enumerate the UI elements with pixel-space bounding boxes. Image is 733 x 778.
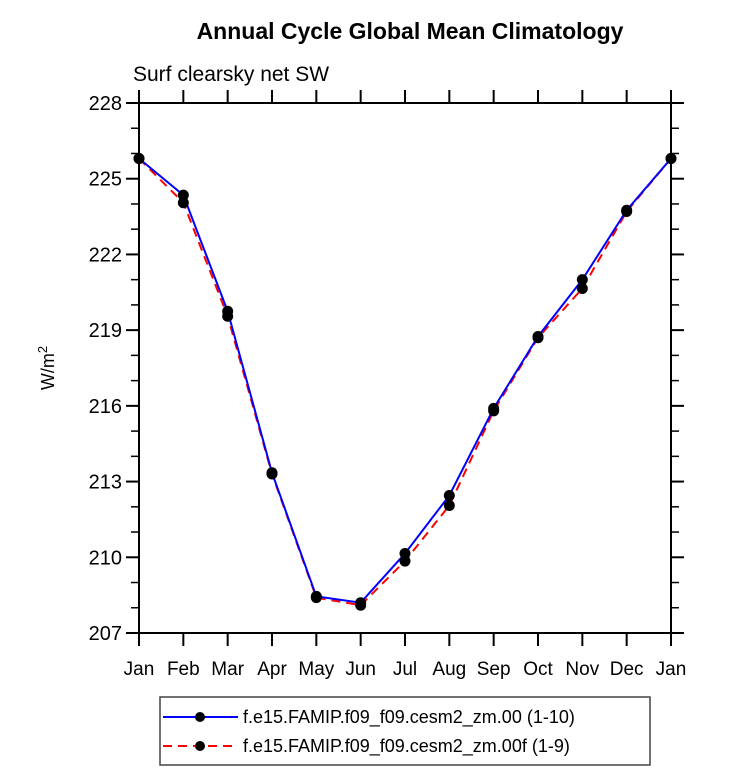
legend-marker-dot	[195, 712, 205, 722]
svg-text:216: 216	[89, 396, 122, 418]
svg-text:Nov: Nov	[565, 659, 599, 680]
series-markers	[133, 153, 677, 611]
svg-text:Feb: Feb	[167, 659, 200, 680]
legend-box	[159, 696, 651, 766]
plot-frame	[138, 102, 672, 634]
svg-text:Jan: Jan	[124, 659, 155, 680]
svg-text:Dec: Dec	[610, 659, 644, 680]
svg-text:Jul: Jul	[393, 659, 417, 680]
svg-text:225: 225	[89, 169, 122, 191]
svg-text:Apr: Apr	[257, 659, 287, 680]
svg-text:Jun: Jun	[345, 659, 376, 680]
svg-text:Mar: Mar	[211, 659, 244, 680]
legend: f.e15.FAMIP.f09_f09.cesm2_zm.00 (1-10) f…	[159, 696, 651, 766]
series-lines	[138, 157, 672, 607]
legend-label: f.e15.FAMIP.f09_f09.cesm2_zm.00 (1-10)	[243, 707, 575, 728]
svg-text:Sep: Sep	[477, 659, 511, 680]
svg-text:222: 222	[89, 244, 122, 266]
svg-text:Jan: Jan	[656, 659, 687, 680]
x-axis-tick-labels: Jan Feb Mar Apr May Jun Jul Aug Sep Oct Nov Dec Jan	[124, 659, 687, 680]
chart-subtitle: Surf clearsky net SW	[133, 63, 329, 86]
svg-text:Oct: Oct	[523, 659, 553, 680]
x-axis-ticks	[138, 90, 672, 646]
y-axis-tick-labels: 207 210 213 216 219 222 225 228	[89, 93, 122, 645]
svg-text:May: May	[298, 659, 334, 680]
legend-marker-dot	[195, 741, 205, 751]
chart-title: Annual Cycle Global Mean Climatology	[197, 18, 624, 44]
svg-text:219: 219	[89, 320, 122, 342]
y-axis-label: W/m2	[35, 346, 58, 390]
svg-text:207: 207	[89, 623, 122, 645]
svg-text:213: 213	[89, 472, 122, 494]
svg-text:228: 228	[89, 93, 122, 115]
svg-text:210: 210	[89, 547, 122, 569]
svg-text:Aug: Aug	[432, 659, 466, 680]
legend-label: f.e15.FAMIP.f09_f09.cesm2_zm.00f (1-9)	[243, 736, 570, 757]
